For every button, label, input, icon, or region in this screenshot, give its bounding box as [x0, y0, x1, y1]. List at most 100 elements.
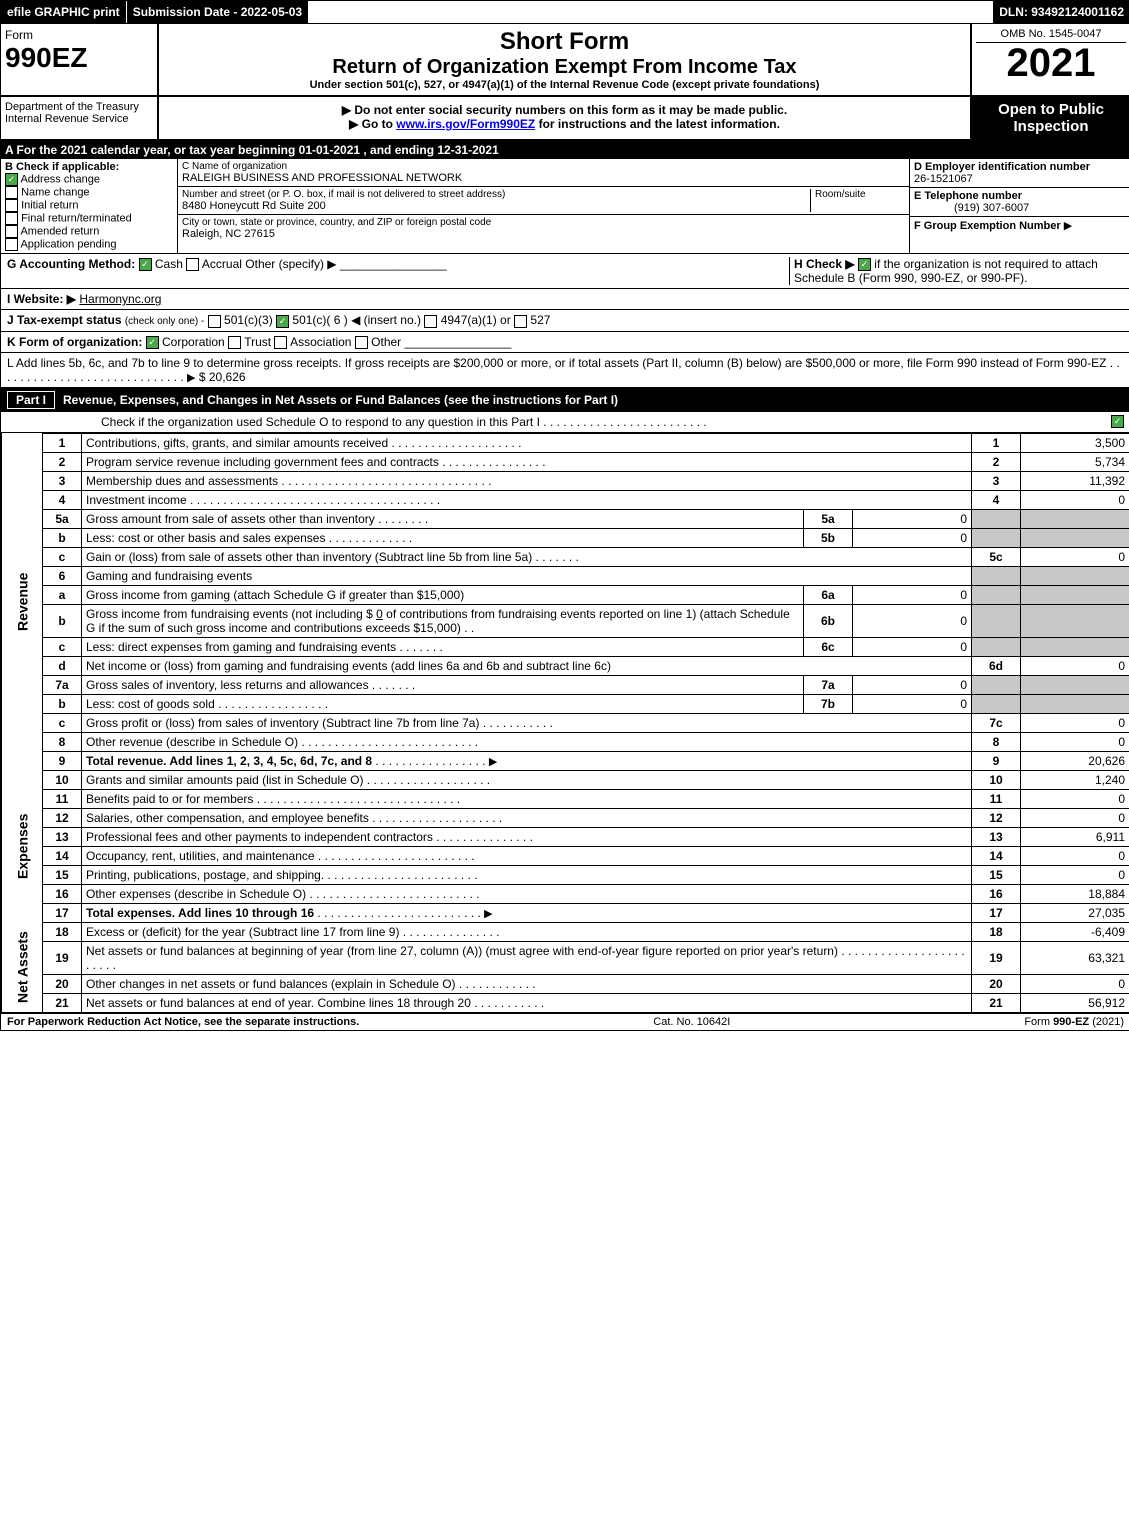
check-name-change[interactable]	[5, 186, 18, 199]
j-opt4: 527	[530, 313, 550, 327]
line-text: Gross income from fundraising events (no…	[82, 604, 804, 637]
sub-label: 5b	[804, 528, 853, 547]
line-num: 6d	[972, 656, 1021, 675]
check-address-change[interactable]	[5, 173, 18, 186]
check-amended-return[interactable]	[5, 225, 18, 238]
irs-link[interactable]: www.irs.gov/Form990EZ	[396, 117, 535, 131]
part-i-header: Part I Revenue, Expenses, and Changes in…	[1, 388, 1129, 412]
efile-print-label[interactable]: efile GRAPHIC print	[1, 1, 127, 23]
check-corporation[interactable]	[146, 336, 159, 349]
sub-val: 0	[853, 528, 972, 547]
check-501c3[interactable]	[208, 315, 221, 328]
check-4947a1[interactable]	[424, 315, 437, 328]
g-label: G Accounting Method:	[7, 257, 135, 271]
line-no: c	[43, 637, 82, 656]
shaded-cell	[972, 604, 1021, 637]
dots: . . . . . . .	[396, 640, 443, 654]
check-final-return[interactable]	[5, 212, 18, 225]
sub-label: 7b	[804, 694, 853, 713]
line-5c-text: Gain or (loss) from sale of assets other…	[86, 550, 532, 564]
footer-cat-no: Cat. No. 10642I	[359, 1016, 1024, 1028]
line-18-text: Excess or (deficit) for the year (Subtra…	[86, 925, 399, 939]
table-row: 5a Gross amount from sale of assets othe…	[2, 509, 1129, 528]
k-corp: Corporation	[162, 335, 225, 349]
table-row: 7a Gross sales of inventory, less return…	[2, 675, 1129, 694]
e-label: E Telephone number	[914, 190, 1022, 202]
sub-val: 0	[853, 509, 972, 528]
open-to-public-label: Open to Public Inspection	[970, 97, 1129, 139]
i-value[interactable]: Harmonync.org	[79, 292, 161, 306]
check-accrual[interactable]	[186, 258, 199, 271]
line-no: 20	[43, 974, 82, 993]
dots: . . . . . . . . . . .	[479, 716, 552, 730]
shaded-cell	[972, 528, 1021, 547]
b-item-5: Application pending	[20, 238, 116, 250]
table-row: b Gross income from fundraising events (…	[2, 604, 1129, 637]
check-schedule-b[interactable]	[858, 258, 871, 271]
revenue-sidetab: Revenue	[2, 433, 43, 770]
check-app-pending[interactable]	[5, 238, 18, 251]
footer-form-ref: Form 990-EZ (2021)	[1024, 1016, 1124, 1028]
line-12-text: Salaries, other compensation, and employ…	[86, 811, 369, 825]
line-val: -6,409	[1021, 922, 1129, 941]
line-val: 0	[1021, 808, 1129, 827]
line-text: Other changes in net assets or fund bala…	[82, 974, 972, 993]
h-schedule-b: H Check ▶ if the organization is not req…	[789, 257, 1124, 285]
line-num: 5c	[972, 547, 1021, 566]
line-no: b	[43, 604, 82, 637]
b-label: B Check if applicable:	[5, 161, 119, 173]
j-label: J Tax-exempt status	[7, 313, 122, 327]
line-10-text: Grants and similar amounts paid (list in…	[86, 773, 363, 787]
section-c-name-address: C Name of organization RALEIGH BUSINESS …	[178, 159, 909, 253]
shaded-cell	[1021, 509, 1129, 528]
i-label: I Website: ▶	[7, 292, 76, 306]
dots: . . . . . . . . . . . . . . . . .	[372, 754, 485, 768]
check-501c[interactable]	[276, 315, 289, 328]
line-num: 12	[972, 808, 1021, 827]
shaded-cell	[1021, 566, 1129, 585]
b-item-2: Initial return	[21, 199, 78, 211]
line-no: c	[43, 713, 82, 732]
check-initial-return[interactable]	[5, 199, 18, 212]
line-no: 17	[43, 903, 82, 922]
dots: . . . . . . .	[369, 678, 416, 692]
check-other-org[interactable]	[355, 336, 368, 349]
line-21-text: Net assets or fund balances at end of ye…	[86, 996, 471, 1010]
line-val: 27,035	[1021, 903, 1129, 922]
table-row: 6 Gaming and fundraising events	[2, 566, 1129, 585]
line-text: Less: cost or other basis and sales expe…	[82, 528, 804, 547]
line-2-text: Program service revenue including govern…	[86, 455, 439, 469]
arrow-icon	[489, 754, 497, 768]
line-no: 21	[43, 993, 82, 1012]
expenses-sidetab: Expenses	[2, 770, 43, 922]
line-5a-text: Gross amount from sale of assets other t…	[86, 512, 375, 526]
line-val: 0	[1021, 713, 1129, 732]
check-cash[interactable]	[139, 258, 152, 271]
sub-label: 6b	[804, 604, 853, 637]
line-text: Grants and similar amounts paid (list in…	[82, 770, 972, 789]
line-no: 18	[43, 922, 82, 941]
arrow-icon	[484, 906, 492, 920]
l-text: L Add lines 5b, 6c, and 7b to line 9 to …	[7, 356, 1106, 370]
dots: . . . . . . . . . . . . . . . . . . . . …	[324, 868, 477, 882]
line-no: 6	[43, 566, 82, 585]
line-num: 9	[972, 751, 1021, 770]
table-row: 14 Occupancy, rent, utilities, and maint…	[2, 846, 1129, 865]
j-sub: (check only one) -	[125, 316, 204, 327]
table-row: 19 Net assets or fund balances at beginn…	[2, 941, 1129, 974]
shaded-cell	[972, 509, 1021, 528]
check-trust[interactable]	[228, 336, 241, 349]
line-text: Other revenue (describe in Schedule O) .…	[82, 732, 972, 751]
line-num: 14	[972, 846, 1021, 865]
g-accounting-method: G Accounting Method: Cash Accrual Other …	[7, 257, 789, 285]
line-no: 5a	[43, 509, 82, 528]
line-val: 5,734	[1021, 452, 1129, 471]
line-num: 16	[972, 884, 1021, 903]
dots: . . . . . . . . . . . . . . .	[433, 830, 533, 844]
line-no: c	[43, 547, 82, 566]
dots: . . . . . . . . . . . . . . . . . . . . …	[278, 474, 491, 488]
sub-label: 5a	[804, 509, 853, 528]
check-527[interactable]	[514, 315, 527, 328]
check-association[interactable]	[274, 336, 287, 349]
check-schedule-o[interactable]	[1111, 415, 1124, 428]
